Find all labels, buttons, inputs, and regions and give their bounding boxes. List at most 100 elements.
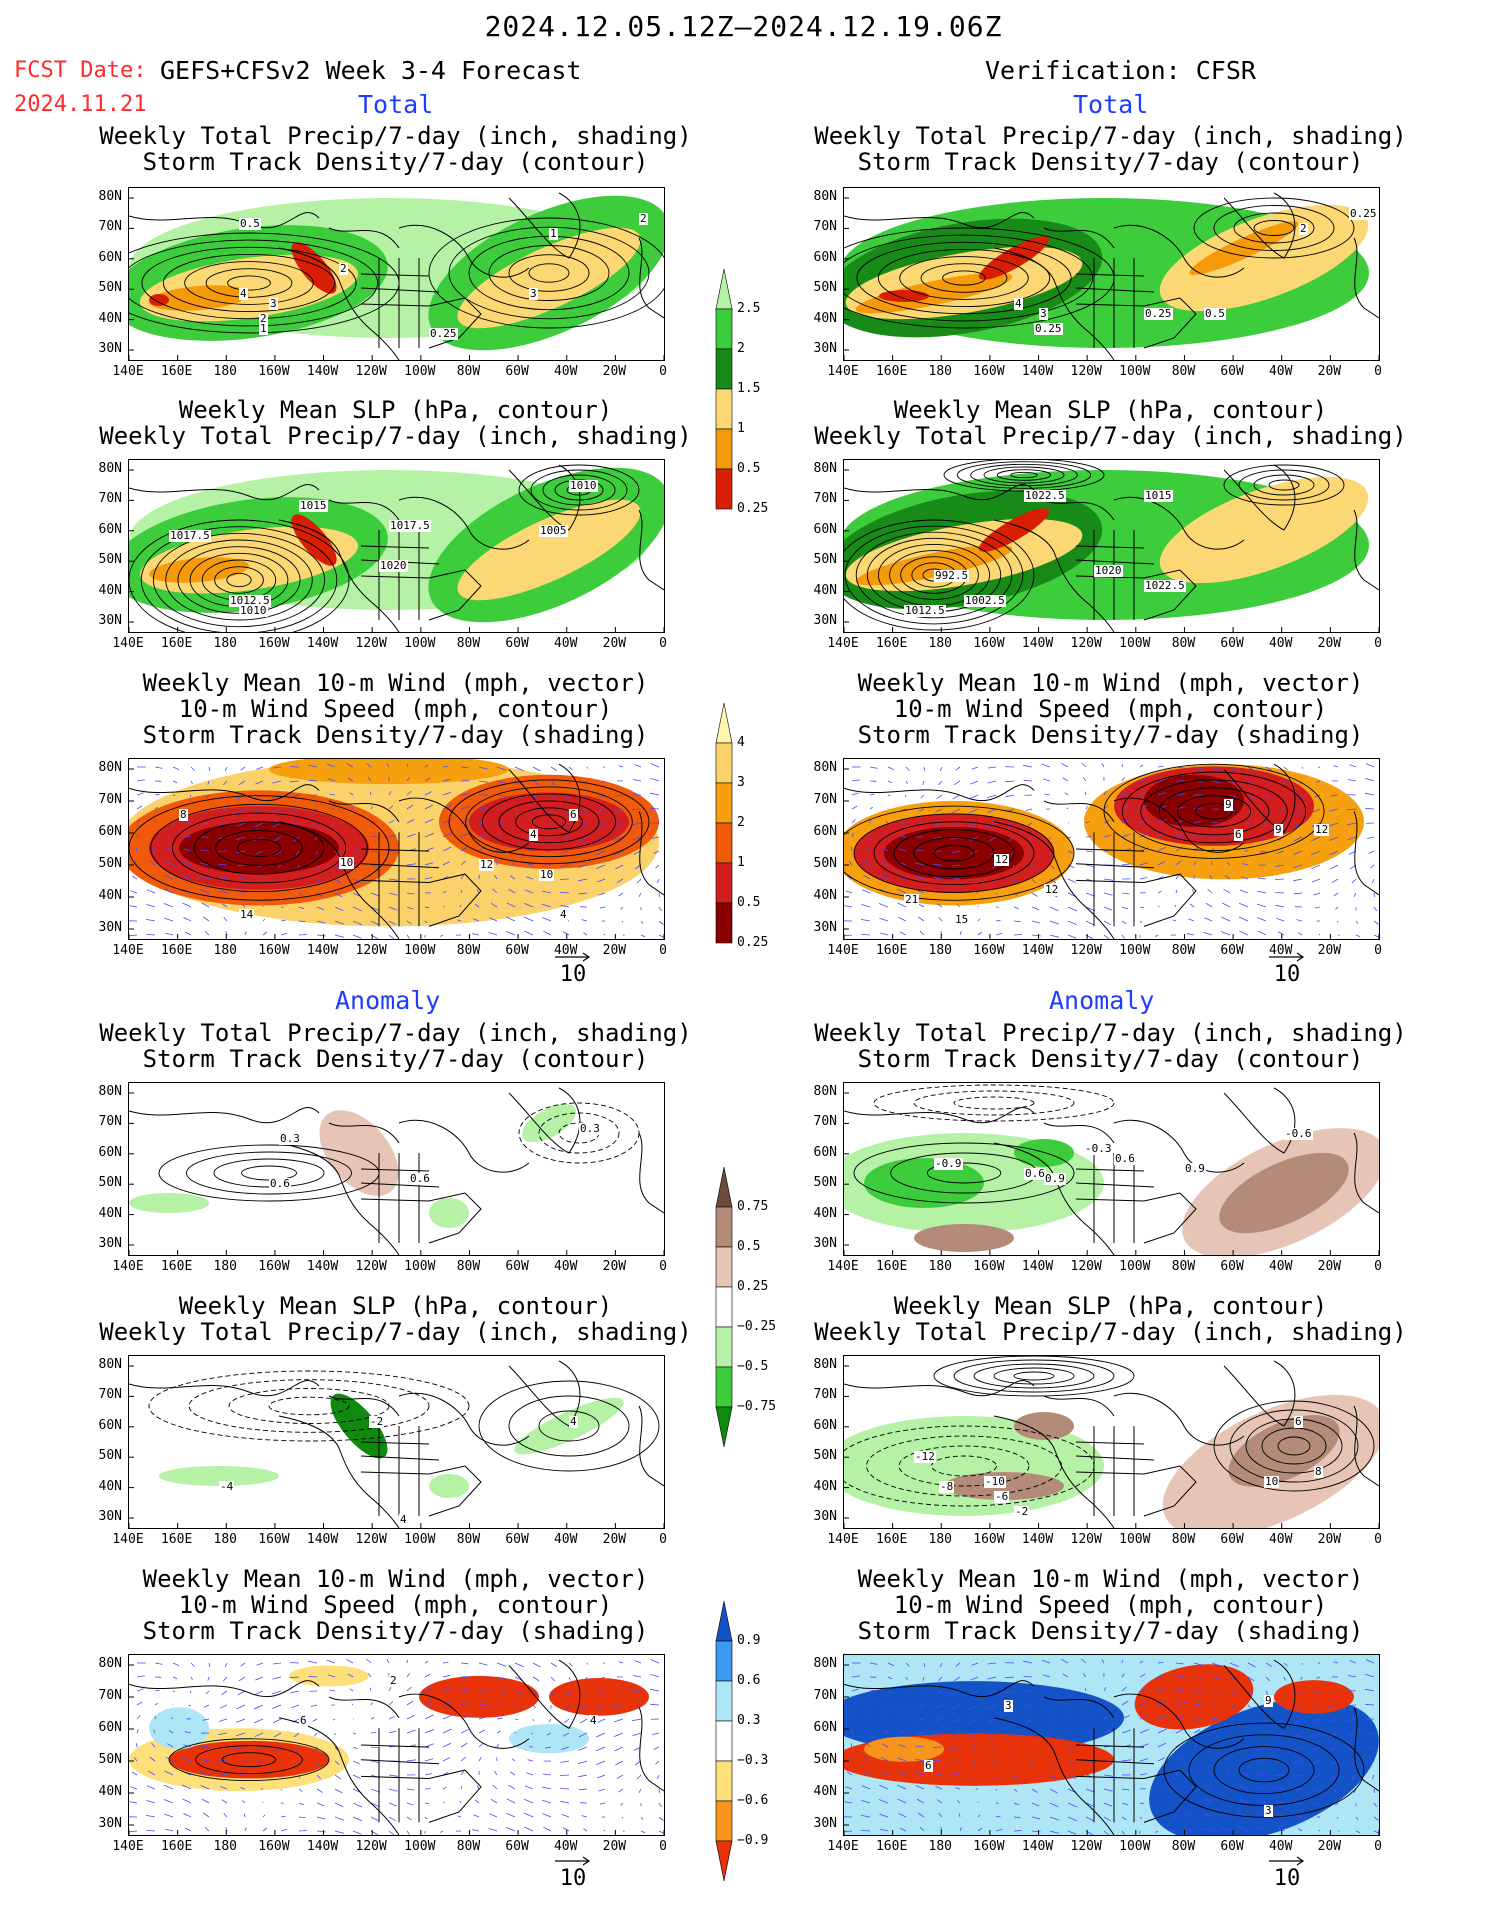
longitude-label: 100W [1119, 1532, 1151, 1547]
longitude-label: 0 [659, 636, 667, 651]
contour-label: 0.25 [1144, 307, 1173, 320]
fcst-date-label: FCST Date: [14, 58, 147, 83]
latitude-label: 50N [813, 856, 837, 871]
left-anomaly-label: Anomaly [335, 986, 441, 1015]
longitude-label: 120W [1070, 943, 1102, 958]
colorbar-label: 2.5 [737, 301, 761, 316]
panel-title-wind-storm-total-forecast: Weekly Mean 10-m Wind (mph, vector) 10-m … [48, 670, 743, 748]
longitude-label: 140E [827, 636, 859, 651]
contour-label: 1017.5 [389, 519, 431, 532]
latitude-label: 70N [813, 491, 837, 507]
longitude-label: 180 [213, 1839, 238, 1854]
longitude-label: 0 [1374, 364, 1382, 379]
longitude-label: 140W [1021, 943, 1054, 958]
contour-label: 1022.5 [1144, 579, 1186, 592]
longitude-label: 60W [505, 1532, 529, 1547]
panel-title-precip-storm-total-forecast: Weekly Total Precip/7-day (inch, shading… [48, 123, 743, 175]
vector-reference-value: 10 [559, 1866, 587, 1891]
longitude-label: 140E [827, 1839, 859, 1854]
right-anomaly-label: Anomaly [1049, 986, 1155, 1015]
panel-title-line: Storm Track Density/7-day (shading) [857, 721, 1364, 749]
latitude-label: 50N [813, 280, 837, 296]
longitude-label: 0 [1374, 1839, 1382, 1854]
map-panel-slp-precip-total-forecast: 1017.5 1015 1017.5 1020 1012.5 1010 1005 1010 [128, 459, 665, 633]
longitude-label: 60W [505, 943, 529, 958]
right-total-label: Total [1073, 90, 1149, 119]
panel-title-line: Weekly Mean 10-m Wind (mph, vector) [857, 669, 1364, 697]
longitude-label: 160E [875, 943, 908, 958]
panel-title-wind-storm-total-verification: Weekly Mean 10-m Wind (mph, vector) 10-m … [763, 670, 1458, 748]
panel-title-line: Weekly Total Precip/7-day (inch, shading… [99, 1019, 692, 1047]
map-panel-wind-storm-total-verification: 21 12 12 15 9 6 9 12 [843, 758, 1380, 940]
panel-title-line: Storm Track Density/7-day (contour) [142, 1045, 649, 1073]
longitude-label: 120W [1070, 636, 1102, 651]
longitude-label: 20W [602, 636, 627, 651]
longitude-label: 80W [1171, 943, 1196, 958]
latitude-label: 30N [98, 1236, 122, 1251]
longitude-label: 180 [213, 636, 238, 651]
contour-label: 4 [399, 1513, 408, 1526]
contour-label: 9 [1264, 1694, 1273, 1707]
contour-label: -4 [219, 1480, 235, 1493]
latitude-label: 50N [98, 552, 122, 568]
contour-label: 0.5 [1204, 307, 1226, 320]
colorbar-label: 0.5 [737, 1239, 761, 1254]
panel-title-line: Weekly Mean SLP (hPa, contour) [178, 396, 613, 424]
contour-label: 4 [529, 828, 538, 841]
contour-label: 2 [259, 312, 268, 325]
colorbar-label: 1.5 [737, 381, 761, 396]
panel-title-line: Weekly Total Precip/7-day (inch, shading… [814, 422, 1407, 450]
panel-title-line: Weekly Mean 10-m Wind (mph, vector) [142, 669, 649, 697]
latitude-label: 70N [813, 219, 837, 235]
panel-title-slp-precip-anomaly-verification: Weekly Mean SLP (hPa, contour) Weekly Tot… [763, 1293, 1458, 1345]
latitude-label: 60N [813, 824, 837, 839]
panel-title-line: Weekly Total Precip/7-day (inch, shading… [99, 122, 692, 150]
longitude-label: 140E [112, 1259, 144, 1274]
longitude-label: 160W [258, 1259, 290, 1274]
longitude-label: 160W [258, 364, 290, 379]
precip-anomaly-colorbar: 0.75 0.5 0.25 −0.25 −0.5 −0.75 [715, 1166, 776, 1452]
longitude-label: 40W [1268, 1839, 1293, 1854]
colorbar-label: 1 [737, 421, 745, 436]
longitude-label: 140W [306, 636, 339, 651]
longitude-label: 120W [355, 943, 387, 958]
longitude-label: 180 [213, 1259, 238, 1274]
contour-label: 0.6 [1024, 1167, 1046, 1180]
latitude-label: 70N [98, 792, 122, 807]
latitude-label: 40N [98, 1205, 122, 1221]
latitude-label: 50N [98, 1175, 122, 1191]
contour-label: 0.6 [269, 1177, 291, 1190]
longitude-label: 180 [213, 943, 238, 958]
contour-label: 10 [1264, 1475, 1280, 1488]
longitude-label: 40W [553, 1532, 578, 1547]
colorbar-label: 3 [737, 775, 745, 790]
map-panel-wind-storm-anomaly-verification: 6 3 9 3 [843, 1654, 1380, 1836]
contour-label: 1015 [1144, 489, 1173, 502]
latitude-label: 80N [98, 760, 122, 775]
latitude-label: 50N [98, 1752, 122, 1767]
longitude-label: 180 [928, 943, 953, 958]
panel-title-slp-precip-anomaly-forecast: Weekly Mean SLP (hPa, contour) Weekly Tot… [48, 1293, 743, 1345]
longitude-label: 20W [602, 1259, 627, 1274]
latitude-label: 60N [813, 1144, 837, 1160]
longitude-label: 0 [659, 364, 667, 379]
latitude-label: 30N [98, 1816, 122, 1831]
latitude-label: 80N [98, 461, 122, 476]
colorbar-label: 0.3 [737, 1713, 761, 1728]
latitude-label: 70N [813, 1387, 837, 1403]
latitude-label: 70N [813, 1688, 837, 1703]
latitude-label: 70N [98, 1387, 122, 1403]
latitude-label: 80N [98, 1656, 122, 1671]
panel-title-wind-storm-anomaly-forecast: Weekly Mean 10-m Wind (mph, vector) 10-m … [48, 1566, 743, 1644]
contour-label: 6 [1294, 1415, 1303, 1428]
vector-reference-value: 10 [1273, 962, 1301, 987]
longitude-label: 0 [659, 1259, 667, 1274]
contour-label: 4 [559, 908, 568, 921]
longitude-label: 160W [973, 1839, 1005, 1854]
contour-label: 0.6 [1114, 1152, 1136, 1165]
colorbar-label: 2 [737, 341, 745, 356]
panel-title-wind-storm-anomaly-verification: Weekly Mean 10-m Wind (mph, vector) 10-m … [763, 1566, 1458, 1644]
contour-label: 1020 [379, 559, 408, 572]
longitude-label: 40W [553, 636, 578, 651]
longitude-label: 160E [160, 1259, 193, 1274]
